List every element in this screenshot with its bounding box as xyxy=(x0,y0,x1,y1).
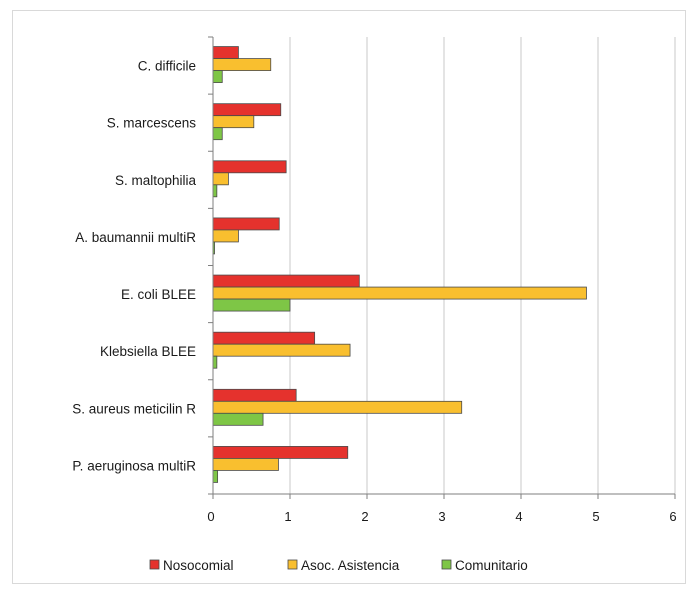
x-tick-label: 4 xyxy=(515,509,522,524)
bar-nosocomial-1 xyxy=(212,103,282,117)
bar-nosocomial-0 xyxy=(212,46,239,59)
bar-comunitario-7 xyxy=(212,470,219,483)
bar-comunitario-1 xyxy=(212,127,223,141)
axes xyxy=(208,36,676,499)
x-tick-label: 0 xyxy=(207,509,214,524)
legend-swatch xyxy=(149,559,160,570)
bar-asoc-asistencia-3 xyxy=(212,229,239,243)
category-label: E. coli BLEE xyxy=(121,287,196,302)
bar-nosocomial-5 xyxy=(212,331,316,345)
legend-label: Asoc. Asistencia xyxy=(301,558,400,573)
bar-asoc-asistencia-0 xyxy=(212,58,272,71)
bar-nosocomial-2 xyxy=(212,160,287,174)
x-tick-label: 2 xyxy=(361,509,368,524)
bar-comunitario-6 xyxy=(212,412,264,426)
x-tick-label: 1 xyxy=(284,509,291,524)
bar-comunitario-2 xyxy=(212,184,218,198)
category-label: C. difficile xyxy=(138,59,196,74)
bars xyxy=(212,46,587,483)
bar-asoc-asistencia-1 xyxy=(212,115,255,129)
x-tick-label: 3 xyxy=(438,509,445,524)
legend: Nosocomial Asoc. Asistencia Comunitario xyxy=(149,558,528,573)
bar-nosocomial-3 xyxy=(212,217,280,231)
bar-comunitario-5 xyxy=(212,355,218,369)
bar-asoc-asistencia-7 xyxy=(212,458,279,471)
legend-swatch xyxy=(287,559,298,570)
tick-labels: 0 1 2 3 4 5 6 xyxy=(207,509,676,524)
bar-asoc-asistencia-2 xyxy=(212,172,229,186)
legend-label: Nosocomial xyxy=(163,558,234,573)
gridlines xyxy=(289,37,676,494)
category-label: S. maltophilia xyxy=(115,173,197,188)
bar-nosocomial-7 xyxy=(212,446,349,459)
bar-comunitario-4 xyxy=(212,298,291,312)
bar-asoc-asistencia-6 xyxy=(212,400,463,414)
bar-nosocomial-4 xyxy=(212,274,360,288)
category-label: P. aeruginosa multiR xyxy=(72,458,196,473)
bar-asoc-asistencia-5 xyxy=(212,343,351,357)
bar-asoc-asistencia-4 xyxy=(212,286,587,300)
legend-swatch xyxy=(441,559,452,570)
x-tick-label: 5 xyxy=(592,509,599,524)
category-label: Klebsiella BLEE xyxy=(100,344,196,359)
category-label: A. baumannii multiR xyxy=(75,230,196,245)
category-labels: C. difficile S. marcescens S. maltophilia A… xyxy=(72,59,196,474)
bar-comunitario-0 xyxy=(212,70,223,83)
x-tick-label: 6 xyxy=(669,509,676,524)
category-label: S. marcescens xyxy=(107,116,197,131)
category-label: S. aureus meticilin R xyxy=(72,401,196,416)
bar-nosocomial-6 xyxy=(212,388,297,402)
legend-label: Comunitario xyxy=(455,558,528,573)
